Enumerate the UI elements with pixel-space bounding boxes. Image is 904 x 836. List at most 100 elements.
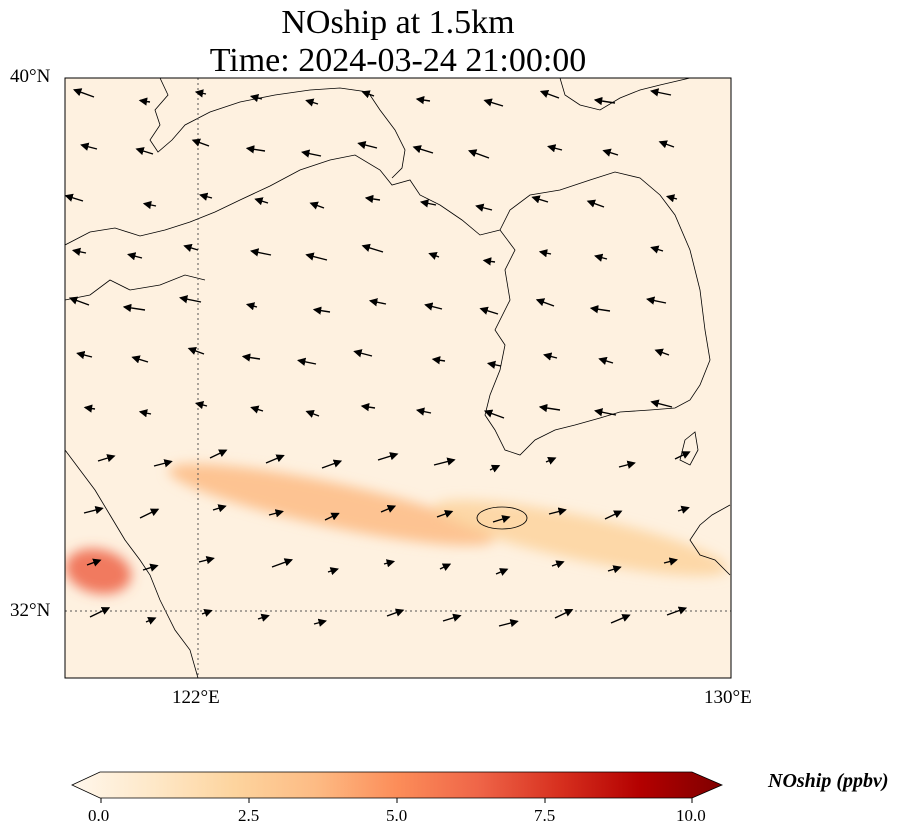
plot-title-line1: NOship at 1.5km bbox=[281, 4, 515, 41]
wind-arrow-96 bbox=[548, 507, 567, 516]
wind-arrow-88 bbox=[83, 505, 104, 515]
wind-arrow-103 bbox=[327, 567, 339, 576]
wind-arrow-71 bbox=[360, 402, 376, 412]
wind-arrow-14 bbox=[245, 145, 266, 154]
wind-arrow-64 bbox=[598, 356, 614, 365]
wind-arrow-38 bbox=[361, 243, 384, 253]
coastline-japan bbox=[689, 504, 731, 576]
wind-arrow-81 bbox=[321, 459, 343, 469]
wind-arrow-102 bbox=[271, 558, 294, 568]
wind-arrow-112 bbox=[201, 609, 213, 617]
wind-arrow-118 bbox=[554, 608, 574, 619]
wind-arrow-25 bbox=[254, 197, 269, 206]
wind-arrow-69 bbox=[250, 405, 264, 414]
wind-arrow-15 bbox=[301, 149, 322, 158]
wind-arrow-53 bbox=[589, 305, 611, 314]
wind-arrow-44 bbox=[68, 296, 90, 306]
wind-arrow-105 bbox=[439, 563, 452, 572]
wind-arrow-78 bbox=[153, 459, 173, 468]
wind-arrow-86 bbox=[618, 460, 636, 469]
wind-arrow-84 bbox=[489, 464, 501, 473]
wind-arrow-32 bbox=[665, 194, 678, 203]
wind-vectors bbox=[65, 88, 691, 628]
wind-arrow-3 bbox=[249, 93, 263, 103]
wind-arrow-72 bbox=[415, 407, 432, 416]
plume-0 bbox=[168, 463, 495, 546]
lat-label-40: 40°N bbox=[10, 66, 51, 87]
wind-arrow-6 bbox=[415, 95, 431, 105]
colorbar bbox=[71, 771, 724, 799]
wind-arrow-104 bbox=[383, 559, 396, 568]
wind-arrow-68 bbox=[194, 400, 208, 410]
wind-arrow-26 bbox=[309, 201, 325, 210]
wind-arrow-11 bbox=[80, 142, 98, 151]
wind-arrow-23 bbox=[142, 200, 157, 210]
wind-arrow-85 bbox=[545, 456, 557, 465]
cbar-label-1: 2.5 bbox=[238, 806, 260, 825]
wind-arrow-24 bbox=[199, 192, 213, 201]
wind-arrow-4 bbox=[305, 98, 319, 107]
wind-arrow-50 bbox=[424, 302, 443, 311]
wind-arrow-108 bbox=[607, 565, 622, 574]
wind-arrow-17 bbox=[412, 145, 434, 154]
wind-arrow-52 bbox=[535, 298, 555, 307]
wind-arrow-90 bbox=[212, 504, 227, 513]
wind-arrow-61 bbox=[431, 356, 446, 365]
wind-arrow-82 bbox=[377, 452, 399, 461]
lon-label-122: 122°E bbox=[172, 687, 220, 708]
lon-label-130: 130°E bbox=[704, 687, 752, 708]
wind-arrow-106 bbox=[495, 568, 509, 576]
wind-arrow-2 bbox=[194, 89, 207, 98]
wind-arrow-9 bbox=[593, 96, 616, 106]
cbar-label-4: 10.0 bbox=[676, 806, 706, 825]
wind-arrow-65 bbox=[654, 348, 670, 357]
wind-arrow-30 bbox=[531, 195, 549, 204]
coastline-shandong bbox=[65, 274, 206, 301]
wind-arrow-95 bbox=[492, 515, 511, 524]
wind-arrow-100 bbox=[142, 563, 159, 572]
wind-arrow-99 bbox=[86, 558, 102, 567]
wind-arrow-114 bbox=[313, 618, 327, 627]
wind-arrow-119 bbox=[610, 614, 631, 624]
wind-arrow-117 bbox=[498, 618, 519, 628]
wind-arrow-48 bbox=[312, 306, 331, 315]
wind-arrow-89 bbox=[139, 508, 160, 519]
wind-arrow-101 bbox=[198, 555, 215, 565]
wind-arrow-94 bbox=[436, 509, 454, 518]
wind-arrow-39 bbox=[428, 252, 440, 260]
wind-arrow-31 bbox=[586, 199, 605, 208]
wind-arrow-36 bbox=[250, 248, 272, 257]
wind-arrow-92 bbox=[324, 512, 340, 521]
wind-arrow-20 bbox=[602, 148, 619, 157]
wind-arrow-60 bbox=[353, 349, 373, 358]
wind-arrow-51 bbox=[479, 306, 499, 315]
wind-arrow-58 bbox=[241, 353, 261, 362]
wind-arrow-107 bbox=[551, 560, 565, 569]
coastline-liaodong bbox=[149, 78, 406, 179]
wind-arrow-22 bbox=[65, 193, 84, 202]
plume-2 bbox=[65, 548, 132, 594]
wind-arrow-70 bbox=[305, 409, 320, 418]
wind-arrow-77 bbox=[97, 454, 116, 463]
wind-arrow-5 bbox=[361, 90, 375, 99]
wind-arrow-110 bbox=[89, 607, 111, 618]
wind-arrow-62 bbox=[486, 360, 502, 369]
wind-arrow-80 bbox=[265, 454, 285, 464]
wind-arrow-49 bbox=[368, 298, 387, 307]
wind-arrow-76 bbox=[650, 399, 673, 408]
wind-arrow-42 bbox=[594, 253, 608, 262]
wind-arrow-73 bbox=[483, 409, 505, 419]
wind-arrow-79 bbox=[209, 449, 228, 459]
cbar-label-2: 5.0 bbox=[386, 806, 408, 825]
coastline-korea bbox=[484, 171, 711, 456]
wind-arrow-111 bbox=[145, 616, 157, 625]
coastline-north bbox=[559, 78, 691, 111]
wind-arrow-21 bbox=[658, 140, 675, 149]
wind-arrow-54 bbox=[646, 296, 667, 305]
wind-arrow-29 bbox=[475, 203, 493, 212]
wind-arrow-27 bbox=[364, 194, 381, 204]
wind-arrow-34 bbox=[127, 252, 143, 261]
wind-arrow-91 bbox=[268, 509, 284, 518]
wind-arrow-98 bbox=[677, 505, 690, 514]
wind-arrow-10 bbox=[650, 88, 672, 97]
